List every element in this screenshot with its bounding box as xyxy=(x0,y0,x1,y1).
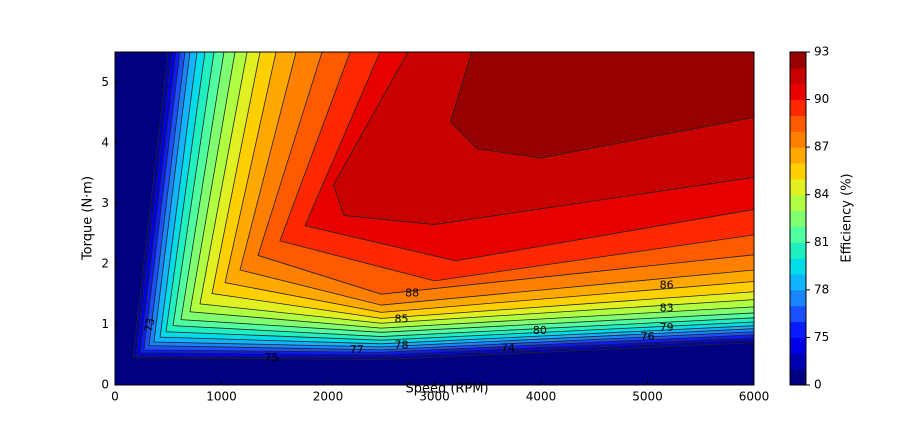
colorbar-band xyxy=(790,274,806,291)
colorbar-tick-label: 81 xyxy=(814,235,829,249)
contour-label: 88 xyxy=(405,287,419,300)
colorbar-tick-label: 87 xyxy=(814,140,829,154)
colorbar-band xyxy=(790,305,806,323)
contour-line xyxy=(224,52,754,313)
colorbar-band xyxy=(790,178,806,196)
contour-line xyxy=(172,52,754,337)
contour-label: 74 xyxy=(501,342,515,355)
colorbar-band xyxy=(790,337,806,354)
y-axis-label: Torque (N·m) xyxy=(81,176,96,261)
x-tick-label: 5000 xyxy=(632,390,663,404)
colorbar-band xyxy=(790,194,806,212)
colorbar-band xyxy=(790,353,806,370)
contour-line xyxy=(143,52,754,353)
contour-line xyxy=(180,52,754,333)
x-tick-label: 0 xyxy=(111,390,119,404)
colorbar-band xyxy=(790,289,806,307)
colorbar-band xyxy=(790,147,806,164)
colorbar-band xyxy=(790,52,806,69)
colorbar-tick-label: 0 xyxy=(814,378,822,392)
contour-label: 75 xyxy=(265,351,279,364)
contour-line xyxy=(139,52,754,356)
contour-label: 79 xyxy=(660,321,674,334)
contour-line xyxy=(199,52,754,324)
colorbar-band xyxy=(790,163,806,180)
colorbar-tick-label: 90 xyxy=(814,92,829,106)
colorbar-frame xyxy=(789,51,807,386)
y-tick-label: 3 xyxy=(101,196,109,210)
colorbar-band xyxy=(790,321,806,338)
contour-line xyxy=(257,52,754,295)
colorbar-band xyxy=(790,210,806,227)
contour-line xyxy=(279,52,754,282)
colorbar-band xyxy=(790,226,806,243)
contour-line xyxy=(189,52,754,329)
contour-line xyxy=(159,52,754,345)
y-tick-label: 0 xyxy=(101,378,109,392)
contour-line xyxy=(165,52,754,341)
colorbar-tick-label: 78 xyxy=(814,282,829,296)
x-tick-label: 4000 xyxy=(526,390,557,404)
colorbar-band xyxy=(790,67,806,85)
y-tick-label: 1 xyxy=(101,317,109,331)
y-tick-label: 4 xyxy=(101,135,109,149)
contour-line xyxy=(332,52,754,225)
colorbar-label: Efficiency (%) xyxy=(840,173,855,262)
contour-line xyxy=(153,52,754,348)
x-tick-label: 2000 xyxy=(313,390,344,404)
colorbar-band xyxy=(790,369,806,386)
contour-line xyxy=(132,52,754,360)
contour-label: 77 xyxy=(350,343,364,356)
contour-label: 85 xyxy=(394,313,408,326)
y-tick-label: 5 xyxy=(101,75,109,89)
x-tick-label: 3000 xyxy=(419,390,450,404)
plot-area: 73 74 75 76 77 78 79 80 83 85 86 88 xyxy=(115,52,754,385)
contour-line xyxy=(148,52,754,351)
x-tick-label: 6000 xyxy=(739,390,770,404)
colorbar-tick-label: 75 xyxy=(814,330,829,344)
contour-label: 86 xyxy=(660,279,674,292)
colorbar-band xyxy=(790,115,806,132)
contour-label: 78 xyxy=(394,339,408,352)
contour-line xyxy=(239,52,754,306)
contour-label: 83 xyxy=(660,302,674,315)
contour-line xyxy=(450,52,754,159)
colorbar-band xyxy=(790,83,806,101)
colorbar-band xyxy=(790,99,806,116)
contour-line xyxy=(304,52,754,262)
colorbar-tick-label: 84 xyxy=(814,187,829,201)
contour-label: 76 xyxy=(641,330,655,343)
colorbar-band xyxy=(790,258,806,275)
contour-label: 73 xyxy=(142,317,157,333)
colorbar-band xyxy=(790,242,806,259)
contour-label: 80 xyxy=(533,324,547,337)
colorbar-tick-label: 93 xyxy=(814,45,829,59)
contour-line xyxy=(135,52,754,358)
x-tick-label: 1000 xyxy=(206,390,237,404)
colorbar-band xyxy=(790,131,806,148)
contour-line xyxy=(211,52,754,319)
y-tick-label: 2 xyxy=(101,256,109,270)
